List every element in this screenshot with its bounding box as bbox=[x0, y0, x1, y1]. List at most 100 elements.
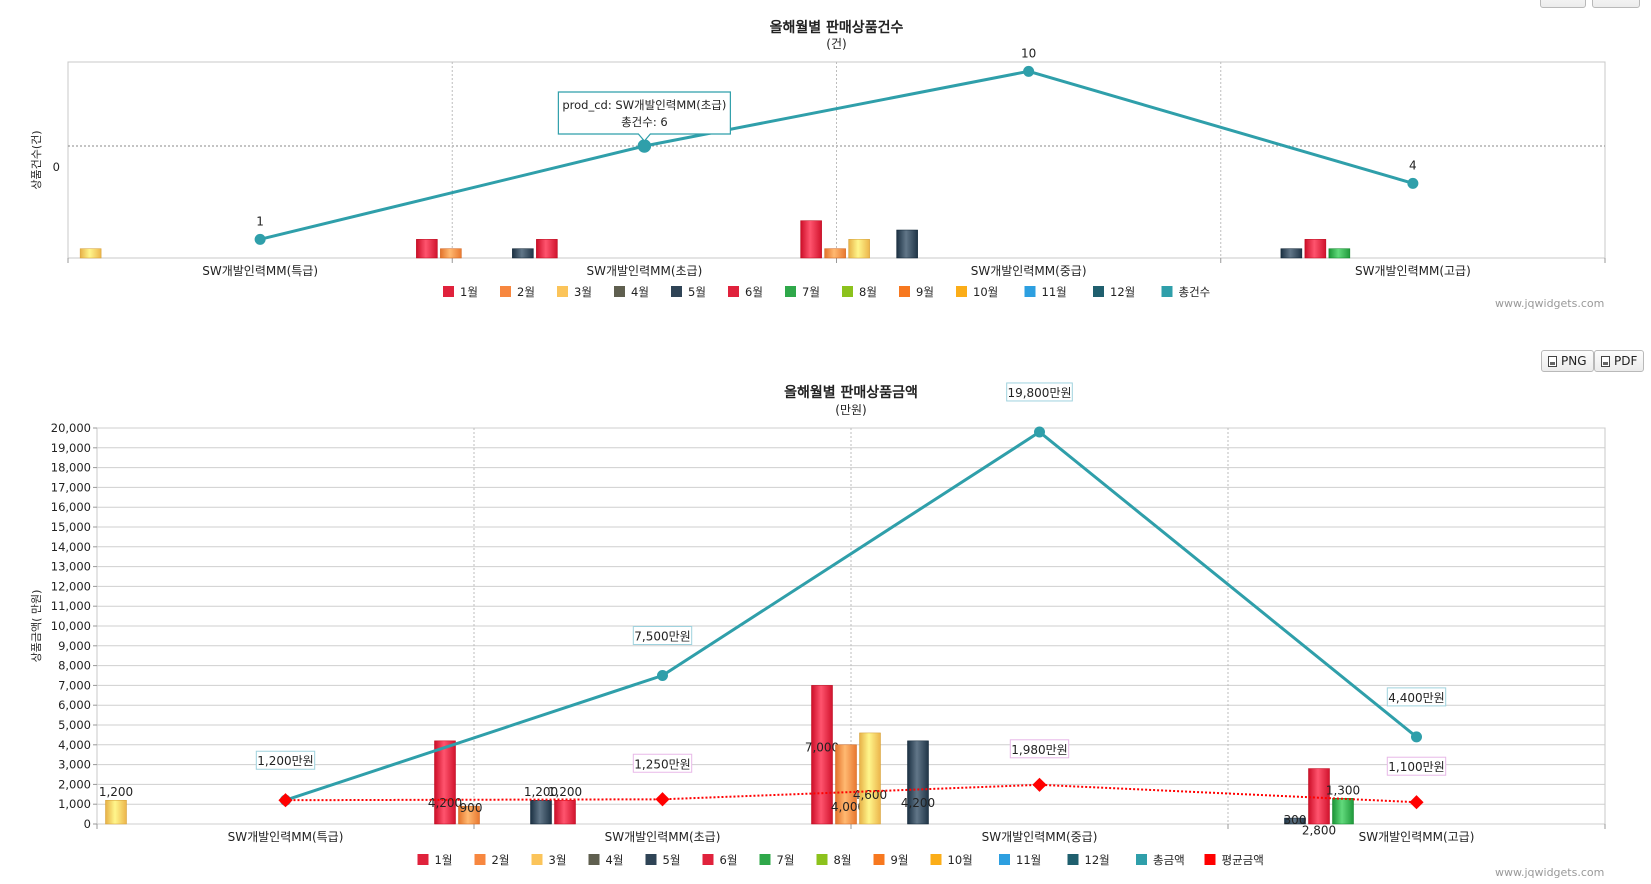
legend-label: 7월 bbox=[777, 853, 795, 867]
legend-swatch bbox=[999, 854, 1010, 865]
bar-2월[interactable] bbox=[835, 744, 857, 825]
line-label-box bbox=[1386, 756, 1447, 776]
x-tick-label: SW개발인력MM(특급) bbox=[228, 830, 344, 844]
bar-2월[interactable] bbox=[440, 248, 462, 259]
bar-6월[interactable] bbox=[1304, 239, 1327, 259]
legend-label: 11월 bbox=[1042, 285, 1067, 299]
bar-7월[interactable] bbox=[1332, 798, 1354, 825]
legend-item[interactable]: 8월 bbox=[842, 285, 877, 299]
bar-3월[interactable] bbox=[848, 239, 870, 259]
legend-swatch bbox=[1093, 286, 1104, 297]
bar-5월[interactable] bbox=[896, 229, 918, 259]
bar-1월[interactable] bbox=[811, 685, 833, 825]
legend-item[interactable]: 11월 bbox=[1024, 285, 1067, 299]
bar-value-label: 1,200 bbox=[99, 785, 133, 799]
point-총건수[interactable] bbox=[638, 140, 650, 152]
legend-swatch bbox=[873, 854, 885, 865]
legend-item[interactable]: 총금액 bbox=[1136, 853, 1185, 867]
legend-label: 8월 bbox=[859, 285, 877, 299]
point-평균금액[interactable] bbox=[278, 793, 293, 808]
line-value-label: 10 bbox=[1021, 46, 1036, 60]
legend-swatch bbox=[1136, 854, 1147, 865]
bar-3월[interactable] bbox=[859, 732, 881, 825]
point-평균금액[interactable] bbox=[1032, 777, 1047, 792]
line-label-box bbox=[255, 750, 316, 770]
bar-2월[interactable] bbox=[824, 248, 846, 259]
legend-label: 4월 bbox=[606, 853, 624, 867]
legend-item[interactable]: 12월 bbox=[1067, 853, 1110, 867]
legend-item[interactable]: 4월 bbox=[588, 853, 624, 867]
legend-swatch bbox=[842, 286, 853, 297]
legend-item[interactable]: 4월 bbox=[614, 285, 649, 299]
bar-5월[interactable] bbox=[1284, 817, 1306, 825]
line-label-box bbox=[632, 753, 693, 773]
legend-item[interactable]: 1월 bbox=[417, 853, 453, 867]
export-pdf-button-top[interactable] bbox=[1592, 0, 1640, 8]
export-png-button[interactable]: PNG bbox=[1541, 350, 1594, 372]
bar-5월[interactable] bbox=[512, 248, 534, 259]
legend-item[interactable]: 9월 bbox=[873, 853, 909, 867]
legend-item[interactable]: 5월 bbox=[671, 285, 706, 299]
bar-3월[interactable] bbox=[105, 799, 127, 825]
bar-1월[interactable] bbox=[800, 220, 822, 259]
line-value-label: 19,800만원 bbox=[1007, 386, 1071, 400]
point-총금액[interactable] bbox=[1034, 426, 1045, 438]
legend-item[interactable]: 12월 bbox=[1093, 285, 1135, 299]
pdf-file-icon bbox=[1601, 355, 1610, 367]
y-tick-label: 5,000 bbox=[58, 718, 91, 732]
bar-1월[interactable] bbox=[416, 239, 438, 259]
point-평균금액[interactable] bbox=[655, 792, 670, 807]
bar-6월[interactable] bbox=[536, 239, 558, 259]
legend-item[interactable]: 6월 bbox=[728, 285, 763, 299]
legend-item[interactable]: 8월 bbox=[816, 853, 852, 867]
legend-item[interactable]: 1월 bbox=[443, 285, 478, 299]
bar-5월[interactable] bbox=[1280, 248, 1303, 259]
bar-5월[interactable] bbox=[530, 799, 552, 825]
export-pdf-button[interactable]: PDF bbox=[1594, 350, 1645, 372]
legend-item[interactable]: 평균금액 bbox=[1204, 853, 1264, 867]
legend-item[interactable]: 3월 bbox=[531, 853, 567, 867]
legend-item[interactable]: 11월 bbox=[999, 853, 1041, 867]
line-label-box bbox=[1006, 382, 1073, 402]
legend-item[interactable]: 5월 bbox=[645, 853, 681, 867]
bar-6월[interactable] bbox=[554, 799, 576, 825]
legend-label: 10월 bbox=[973, 285, 998, 299]
y-tick-label: 16,000 bbox=[51, 500, 91, 514]
tooltip-box bbox=[557, 91, 731, 142]
point-총건수[interactable] bbox=[1023, 65, 1035, 77]
legend-item[interactable]: 9월 bbox=[899, 285, 934, 299]
legend-item[interactable]: 총건수 bbox=[1161, 285, 1211, 299]
legend-item[interactable]: 2월 bbox=[500, 285, 535, 299]
bar-2월[interactable] bbox=[458, 805, 480, 825]
legend-swatch bbox=[500, 286, 511, 297]
export-png-button-top[interactable] bbox=[1540, 0, 1586, 8]
x-tick-label: SW개발인력MM(특급) bbox=[202, 264, 318, 278]
point-총건수[interactable] bbox=[254, 233, 266, 245]
legend-item[interactable]: 7월 bbox=[785, 285, 820, 299]
legend-item[interactable]: 6월 bbox=[702, 853, 738, 867]
point-평균금액[interactable] bbox=[1409, 795, 1424, 810]
point-총금액[interactable] bbox=[1411, 731, 1422, 743]
legend-item[interactable]: 2월 bbox=[474, 853, 510, 867]
y-tick-label: 15,000 bbox=[51, 520, 91, 534]
line-value-label: 7,500만원 bbox=[634, 630, 690, 644]
bar-5월[interactable] bbox=[907, 740, 929, 825]
point-총건수[interactable] bbox=[1407, 177, 1419, 189]
tooltip-line1: prod_cd: SW개발인력MM(초급) bbox=[562, 98, 726, 112]
legend-label: 12월 bbox=[1085, 853, 1110, 867]
legend-item[interactable]: 10월 bbox=[930, 853, 973, 867]
legend-item[interactable]: 3월 bbox=[557, 285, 592, 299]
line-value-label: 1 bbox=[256, 214, 264, 228]
point-총금액[interactable] bbox=[657, 670, 668, 681]
legend-item[interactable]: 10월 bbox=[956, 285, 998, 299]
bar-6월[interactable] bbox=[1308, 768, 1330, 825]
legend-label: 3월 bbox=[574, 285, 592, 299]
bar-3월[interactable] bbox=[79, 248, 102, 259]
bar-1월[interactable] bbox=[434, 740, 456, 825]
y-tick-label: 17,000 bbox=[51, 480, 91, 494]
bar-7월[interactable] bbox=[1328, 248, 1351, 259]
legend-swatch bbox=[702, 854, 714, 865]
y-tick-label: 3,000 bbox=[58, 758, 91, 772]
legend-item[interactable]: 7월 bbox=[759, 853, 795, 867]
